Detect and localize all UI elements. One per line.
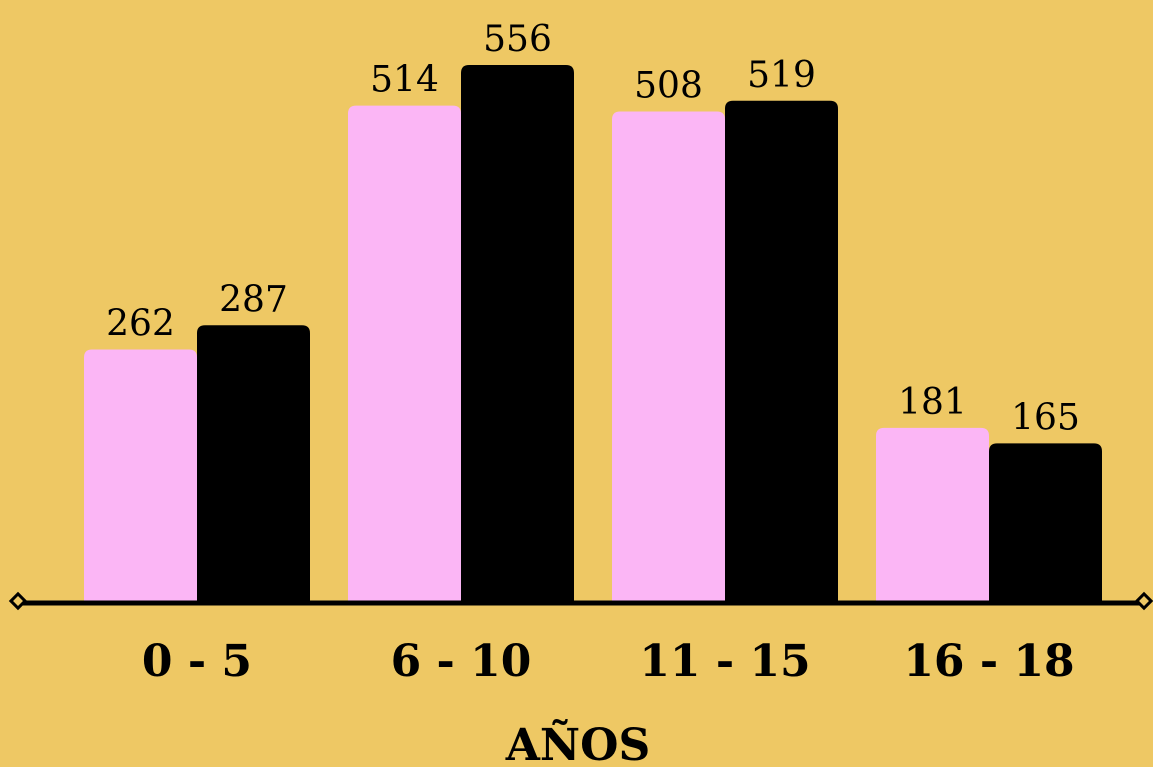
value-labels-layer: 262 287 514 556 508 519 181 165 [106, 19, 1080, 438]
bar-pink-0 [84, 349, 197, 603]
value-label-black-1: 556 [483, 19, 552, 60]
bar-black-3 [989, 443, 1102, 603]
bar-pink-3 [876, 427, 989, 603]
x-tick-labels: 0 - 5 6 - 10 11 - 15 16 - 18 [142, 636, 1075, 687]
value-label-pink-2: 508 [634, 65, 703, 106]
bar-black-0 [197, 325, 310, 603]
value-label-pink-3: 181 [898, 382, 967, 423]
bars-layer [84, 65, 1102, 603]
axis-end-marker-right [1134, 591, 1153, 611]
bar-pink-1 [348, 105, 461, 603]
x-tick-label-1: 6 - 10 [391, 636, 532, 687]
x-tick-label-2: 11 - 15 [639, 636, 810, 687]
value-label-pink-0: 262 [106, 303, 175, 344]
value-label-black-0: 287 [219, 279, 288, 320]
bar-black-1 [461, 65, 574, 603]
bar-pink-2 [612, 111, 725, 603]
value-label-black-2: 519 [747, 55, 816, 96]
x-tick-label-0: 0 - 5 [142, 636, 252, 687]
axis-end-marker-left [8, 591, 28, 611]
x-axis-title: AÑOS [505, 718, 650, 767]
x-tick-label-3: 16 - 18 [903, 636, 1074, 687]
value-label-pink-1: 514 [370, 60, 439, 101]
x-axis [8, 591, 1153, 611]
value-label-black-3: 165 [1011, 397, 1080, 438]
bar-black-2 [725, 100, 838, 603]
